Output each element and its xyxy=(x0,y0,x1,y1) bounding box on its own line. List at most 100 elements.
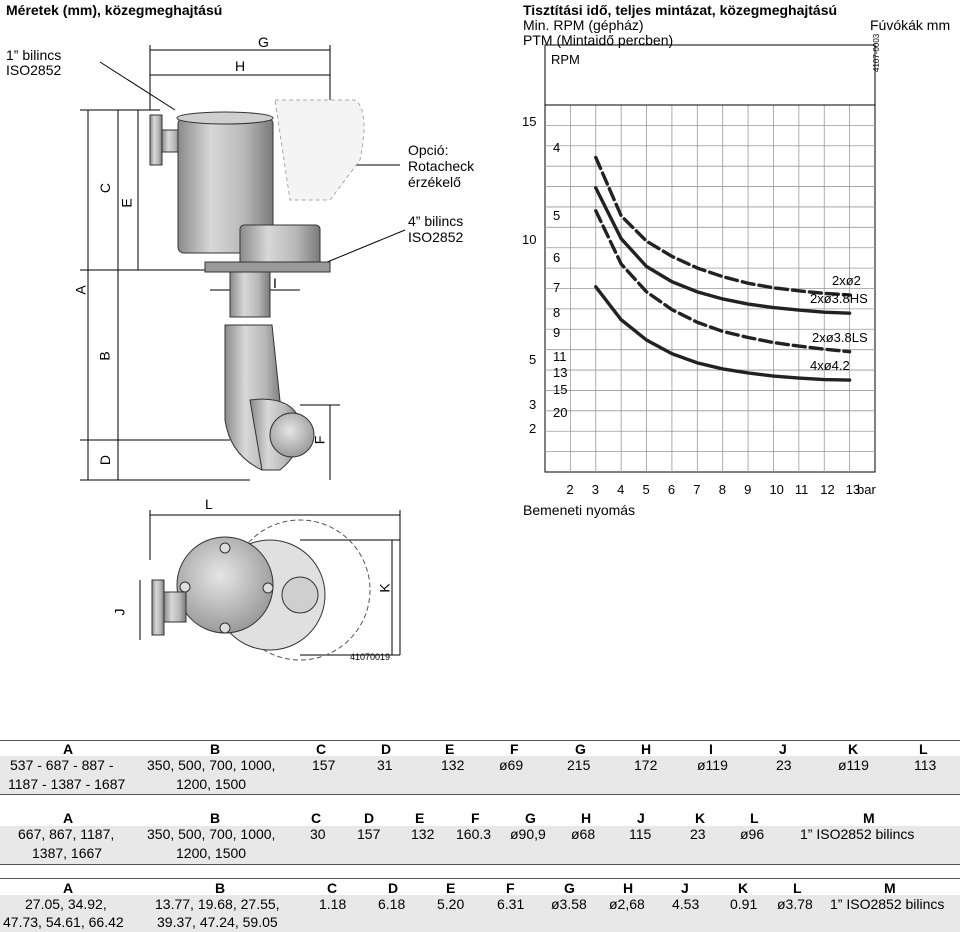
x-tick-label: 8 xyxy=(718,482,726,497)
table-header-cell: H xyxy=(581,810,592,826)
table-header-cell: L xyxy=(793,880,802,896)
table-cell: 157 xyxy=(312,757,336,773)
table-header-cell: H xyxy=(641,741,652,757)
table-cell: 1387, 1667 xyxy=(32,845,103,861)
ptm-tick-label: 9 xyxy=(553,325,561,340)
table-header-cell: H xyxy=(623,880,634,896)
table-cell: ø119 xyxy=(697,757,728,773)
table-cell: 1200, 1500 xyxy=(176,845,247,861)
table2-value-band xyxy=(0,826,960,864)
table-header-cell: F xyxy=(471,810,480,826)
table-header-cell: D xyxy=(388,880,399,896)
table-cell: 350, 500, 700, 1000, xyxy=(147,757,276,773)
chart-series-group xyxy=(594,155,852,382)
table-cell: 4.53 xyxy=(672,896,700,912)
table-header-cell: G xyxy=(525,810,536,826)
table-header-cell: F xyxy=(510,741,519,757)
table-header-cell: I xyxy=(709,741,713,757)
table-cell: 1200, 1500 xyxy=(176,776,247,792)
clamp-side-line1: 4” bilincs xyxy=(408,213,464,229)
table-header-cell: A xyxy=(63,810,74,826)
option-label-line1: Opció: xyxy=(408,142,449,158)
table-header-cell: K xyxy=(738,880,749,896)
table-cell: 23 xyxy=(690,826,706,842)
table-cell: ø68 xyxy=(571,826,596,842)
nozzles-label: Fúvókák mm xyxy=(870,17,951,33)
table-cell: 160.3 xyxy=(456,826,492,842)
table-cell: 27.05, 34.92, xyxy=(25,896,107,912)
doc-code: 4107-0003 xyxy=(872,33,881,72)
table-header-cell: D xyxy=(364,810,375,826)
table-header-cell: C xyxy=(311,810,322,826)
ptm-tick-label: 11 xyxy=(553,349,567,364)
table-cell: 31 xyxy=(377,757,393,773)
table-header-cell: K xyxy=(695,810,706,826)
ptm-tick-label: 8 xyxy=(553,305,561,320)
x-tick-label: 11 xyxy=(794,482,809,497)
series-line-2 xyxy=(594,186,852,315)
table-cell: ø96 xyxy=(740,826,765,842)
table-header-cell: D xyxy=(381,741,392,757)
table-header-cell: B xyxy=(215,880,226,896)
rpm-tick-label: 10 xyxy=(522,232,537,247)
dimension-drawing xyxy=(80,45,406,661)
ptm-tick-label: 7 xyxy=(553,280,561,295)
tank-cleaner-side-view xyxy=(149,99,365,471)
table-header-cell: J xyxy=(637,810,645,826)
table-header-cell: J xyxy=(779,741,787,757)
dim-label-i: I xyxy=(273,275,277,291)
series-line-0 xyxy=(594,285,852,382)
table-cell: 0.91 xyxy=(730,896,758,912)
table-cell: 1187 - 1387 - 1687 xyxy=(8,776,126,792)
rpm-tick-label: 15 xyxy=(522,114,537,129)
left-title: Méretek (mm), közegmeghajtású xyxy=(6,2,223,18)
table-cell: 350, 500, 700, 1000, xyxy=(147,826,276,842)
ptm-tick-label: 6 xyxy=(553,250,561,265)
table-header-cell: G xyxy=(564,880,575,896)
table-cell: 537 - 687 - 887 - xyxy=(10,757,114,773)
option-label-line2: Rotacheck xyxy=(408,158,475,174)
ptm-tick-label: 4 xyxy=(553,140,561,155)
table-cell: 47.73, 54.61, 66.42 xyxy=(3,914,124,930)
clamp-top-line2: ISO2852 xyxy=(6,62,62,78)
x-tick-label: 7 xyxy=(693,482,701,497)
x-tick-label: 13 xyxy=(845,482,861,497)
chart-grid xyxy=(544,44,876,473)
dim-label-k: K xyxy=(376,583,393,593)
x-tick-label: 4 xyxy=(617,482,625,497)
tank-cleaner-top-view xyxy=(151,519,371,661)
x-tick-label: 10 xyxy=(769,482,784,497)
drawing-number: 41070019 xyxy=(350,652,391,662)
dim-label-g: G xyxy=(258,34,269,50)
x-axis-unit: bar xyxy=(857,482,876,497)
table-header-cell: L xyxy=(750,810,759,826)
subtitle-ptm: PTM (Mintaidő percben) xyxy=(523,32,674,48)
rpm-tick-label: 2 xyxy=(529,421,537,436)
table1-top-rule xyxy=(0,740,960,741)
table-cell: 1” ISO2852 bilincs xyxy=(830,896,945,912)
table-cell: ø119 xyxy=(838,757,869,773)
series-label: 4xø4.2 xyxy=(810,358,850,374)
x-axis-label: Bemeneti nyomás xyxy=(523,502,636,518)
table-cell: 13.77, 19.68, 27.55, xyxy=(155,896,280,912)
table-cell: 172 xyxy=(634,757,658,773)
ptm-tick-label: 20 xyxy=(553,405,568,420)
ptm-tick-label: 15 xyxy=(553,382,568,397)
table-cell: 1.18 xyxy=(319,896,347,912)
table-header-cell: G xyxy=(575,741,586,757)
table-header-cell: A xyxy=(63,741,74,757)
table-cell: ø2,68 xyxy=(609,896,645,912)
table-header-cell: M xyxy=(863,810,875,826)
rpm-tick-label: 3 xyxy=(529,397,537,412)
table-cell: 6.18 xyxy=(378,896,406,912)
table1-bottom-rule xyxy=(0,794,960,795)
rpm-axis-label: RPM xyxy=(551,52,580,67)
table3-value-band xyxy=(0,895,960,932)
table-header-cell: A xyxy=(63,880,74,896)
table-cell: 113 xyxy=(914,757,937,773)
table1-value-band xyxy=(0,756,960,794)
series-label: 2xø2 xyxy=(832,272,861,288)
table-cell: 667, 867, 1187, xyxy=(18,826,115,842)
x-tick-label: 5 xyxy=(642,482,650,497)
table-header-cell: L xyxy=(919,741,928,757)
